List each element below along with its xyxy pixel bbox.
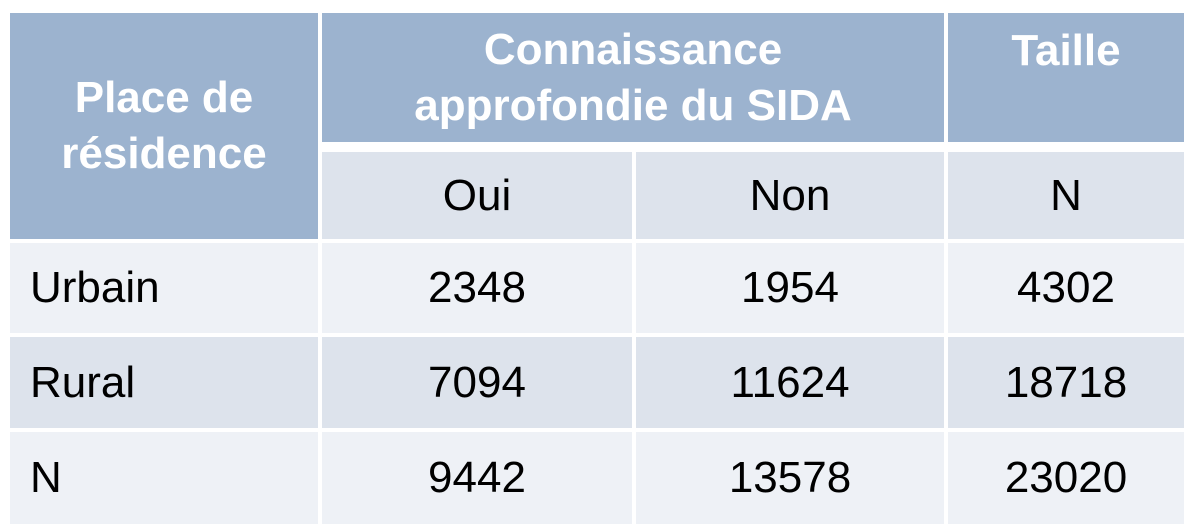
row-rural-non: 11624: [636, 337, 944, 428]
header-connaissance-approfondie: Connaissance approfondie du SIDA: [322, 13, 944, 142]
subheader-n: N: [948, 152, 1184, 239]
row-total-label: N: [10, 432, 318, 524]
row-urbain-oui: 2348: [322, 243, 632, 333]
header-place-de-residence: Place de résidence: [10, 13, 318, 239]
row-total-non: 13578: [636, 432, 944, 524]
row-rural-label: Rural: [10, 337, 318, 428]
row-total-oui: 9442: [322, 432, 632, 524]
subheader-non: Non: [636, 152, 944, 239]
row-total-n: 23020: [948, 432, 1184, 524]
row-rural-oui: 7094: [322, 337, 632, 428]
row-urbain-label: Urbain: [10, 243, 318, 333]
subheader-oui: Oui: [322, 152, 632, 239]
row-urbain-n: 4302: [948, 243, 1184, 333]
row-rural-n: 18718: [948, 337, 1184, 428]
header-taille: Taille: [948, 13, 1184, 142]
row-urbain-non: 1954: [636, 243, 944, 333]
